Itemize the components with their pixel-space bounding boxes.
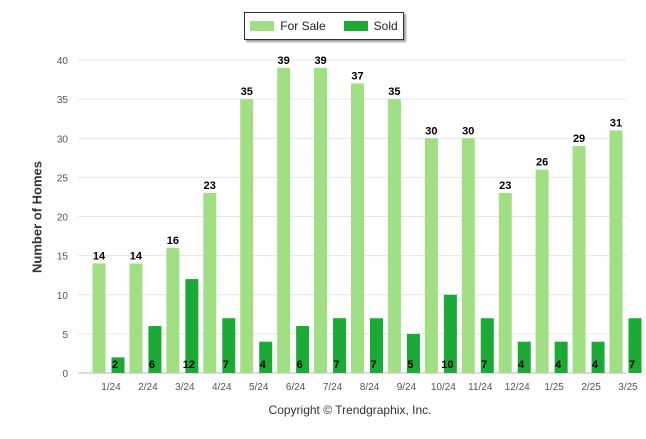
data-label-for-sale: 14 [93, 250, 106, 262]
data-label-sold: 4 [518, 359, 525, 371]
data-label-sold: 6 [297, 359, 303, 371]
data-label-sold: 4 [555, 359, 562, 371]
bar-for-sale [92, 263, 106, 373]
legend-label-for-sale: For Sale [280, 19, 326, 33]
y-tick-label: 10 [57, 291, 69, 302]
x-tick-label: 9/24 [397, 382, 417, 393]
bar-for-sale [461, 138, 475, 373]
bar-sold [554, 341, 568, 373]
x-tick-label: 10/24 [431, 382, 456, 393]
bar-for-sale [314, 67, 328, 373]
bar-for-sale [277, 67, 291, 373]
x-tick-label: 8/24 [360, 382, 380, 393]
data-label-for-sale: 30 [462, 125, 474, 137]
x-tick-label: 2/25 [581, 382, 601, 393]
y-tick-label: 15 [57, 252, 69, 263]
bar-sold [333, 318, 347, 373]
data-label-sold: 2 [112, 359, 118, 371]
data-label-sold: 7 [370, 359, 376, 371]
legend-swatch-sold [343, 21, 368, 31]
bar-for-sale [424, 138, 438, 373]
bar-sold [480, 318, 494, 373]
data-label-sold: 4 [260, 359, 267, 371]
bar-for-sale [572, 146, 586, 373]
y-tick-label: 30 [57, 134, 69, 145]
bar-for-sale [240, 99, 254, 373]
bar-for-sale [609, 130, 623, 373]
data-label-for-sale: 23 [499, 180, 511, 192]
bar-sold [185, 279, 199, 373]
data-label-for-sale: 14 [130, 250, 143, 262]
bar-sold [443, 294, 457, 373]
legend: For Sale Sold [244, 12, 404, 40]
bar-sold [406, 333, 420, 373]
legend-item-sold: Sold [343, 19, 398, 33]
data-label-for-sale: 16 [167, 235, 179, 247]
x-tick-label: 12/24 [505, 382, 530, 393]
bar-for-sale [535, 169, 549, 373]
data-label-for-sale: 39 [278, 55, 290, 67]
y-tick-label: 20 [57, 213, 69, 224]
y-axis-label: Number of Homes [29, 161, 45, 273]
bar-sold [370, 318, 383, 373]
legend-swatch-for-sale [250, 21, 275, 31]
bar-sold [591, 341, 605, 373]
x-tick-label: 3/24 [175, 382, 195, 393]
bar-sold [628, 318, 642, 373]
bar-sold [222, 318, 236, 373]
data-label-sold: 10 [441, 359, 453, 371]
data-label-for-sale: 29 [573, 133, 585, 145]
data-label-sold: 6 [149, 359, 155, 371]
y-tick-label: 25 [57, 173, 69, 184]
data-label-sold: 7 [481, 359, 487, 371]
bar-sold [111, 357, 125, 373]
bar-for-sale [129, 263, 143, 373]
data-label-for-sale: 26 [536, 157, 548, 169]
data-label-for-sale: 39 [314, 55, 326, 67]
copyright-text: Copyright © Trendgraphix, Inc. [268, 403, 432, 417]
data-label-sold: 5 [407, 359, 413, 371]
x-tick-label: 1/24 [101, 382, 121, 393]
bar-sold [517, 341, 531, 373]
y-tick-label: 35 [57, 95, 69, 106]
data-label-sold: 12 [183, 359, 195, 371]
x-tick-label: 2/24 [138, 382, 158, 393]
data-label-for-sale: 31 [610, 117, 622, 129]
bar-for-sale [387, 99, 401, 373]
data-label-sold: 7 [223, 359, 229, 371]
data-label-sold: 7 [629, 359, 635, 371]
bar-sold [296, 326, 310, 373]
x-tick-label: 11/24 [468, 382, 493, 393]
y-tick-label: 0 [62, 369, 68, 380]
bar-for-sale [203, 193, 217, 373]
bar-for-sale [498, 193, 512, 373]
bar-sold [148, 326, 162, 373]
x-tick-label: 6/24 [286, 382, 306, 393]
data-label-sold: 4 [592, 359, 599, 371]
data-label-sold: 7 [334, 359, 340, 371]
x-tick-label: 4/24 [212, 382, 232, 393]
data-label-for-sale: 35 [388, 86, 400, 98]
x-tick-label: 1/25 [544, 382, 564, 393]
bar-sold [259, 341, 273, 373]
data-label-for-sale: 37 [351, 70, 363, 82]
bar-for-sale [166, 247, 180, 373]
data-label-for-sale: 30 [425, 125, 437, 137]
data-label-for-sale: 35 [241, 86, 253, 98]
x-tick-label: 7/24 [323, 382, 343, 393]
legend-label-sold: Sold [373, 19, 398, 33]
legend-item-for-sale: For Sale [250, 19, 326, 33]
y-tick-label: 5 [62, 330, 68, 341]
x-tick-label: 5/24 [249, 382, 269, 393]
y-tick-label: 40 [57, 56, 69, 67]
data-label-for-sale: 23 [204, 180, 216, 192]
x-tick-label: 3/25 [618, 382, 638, 393]
bar-for-sale [351, 83, 364, 373]
